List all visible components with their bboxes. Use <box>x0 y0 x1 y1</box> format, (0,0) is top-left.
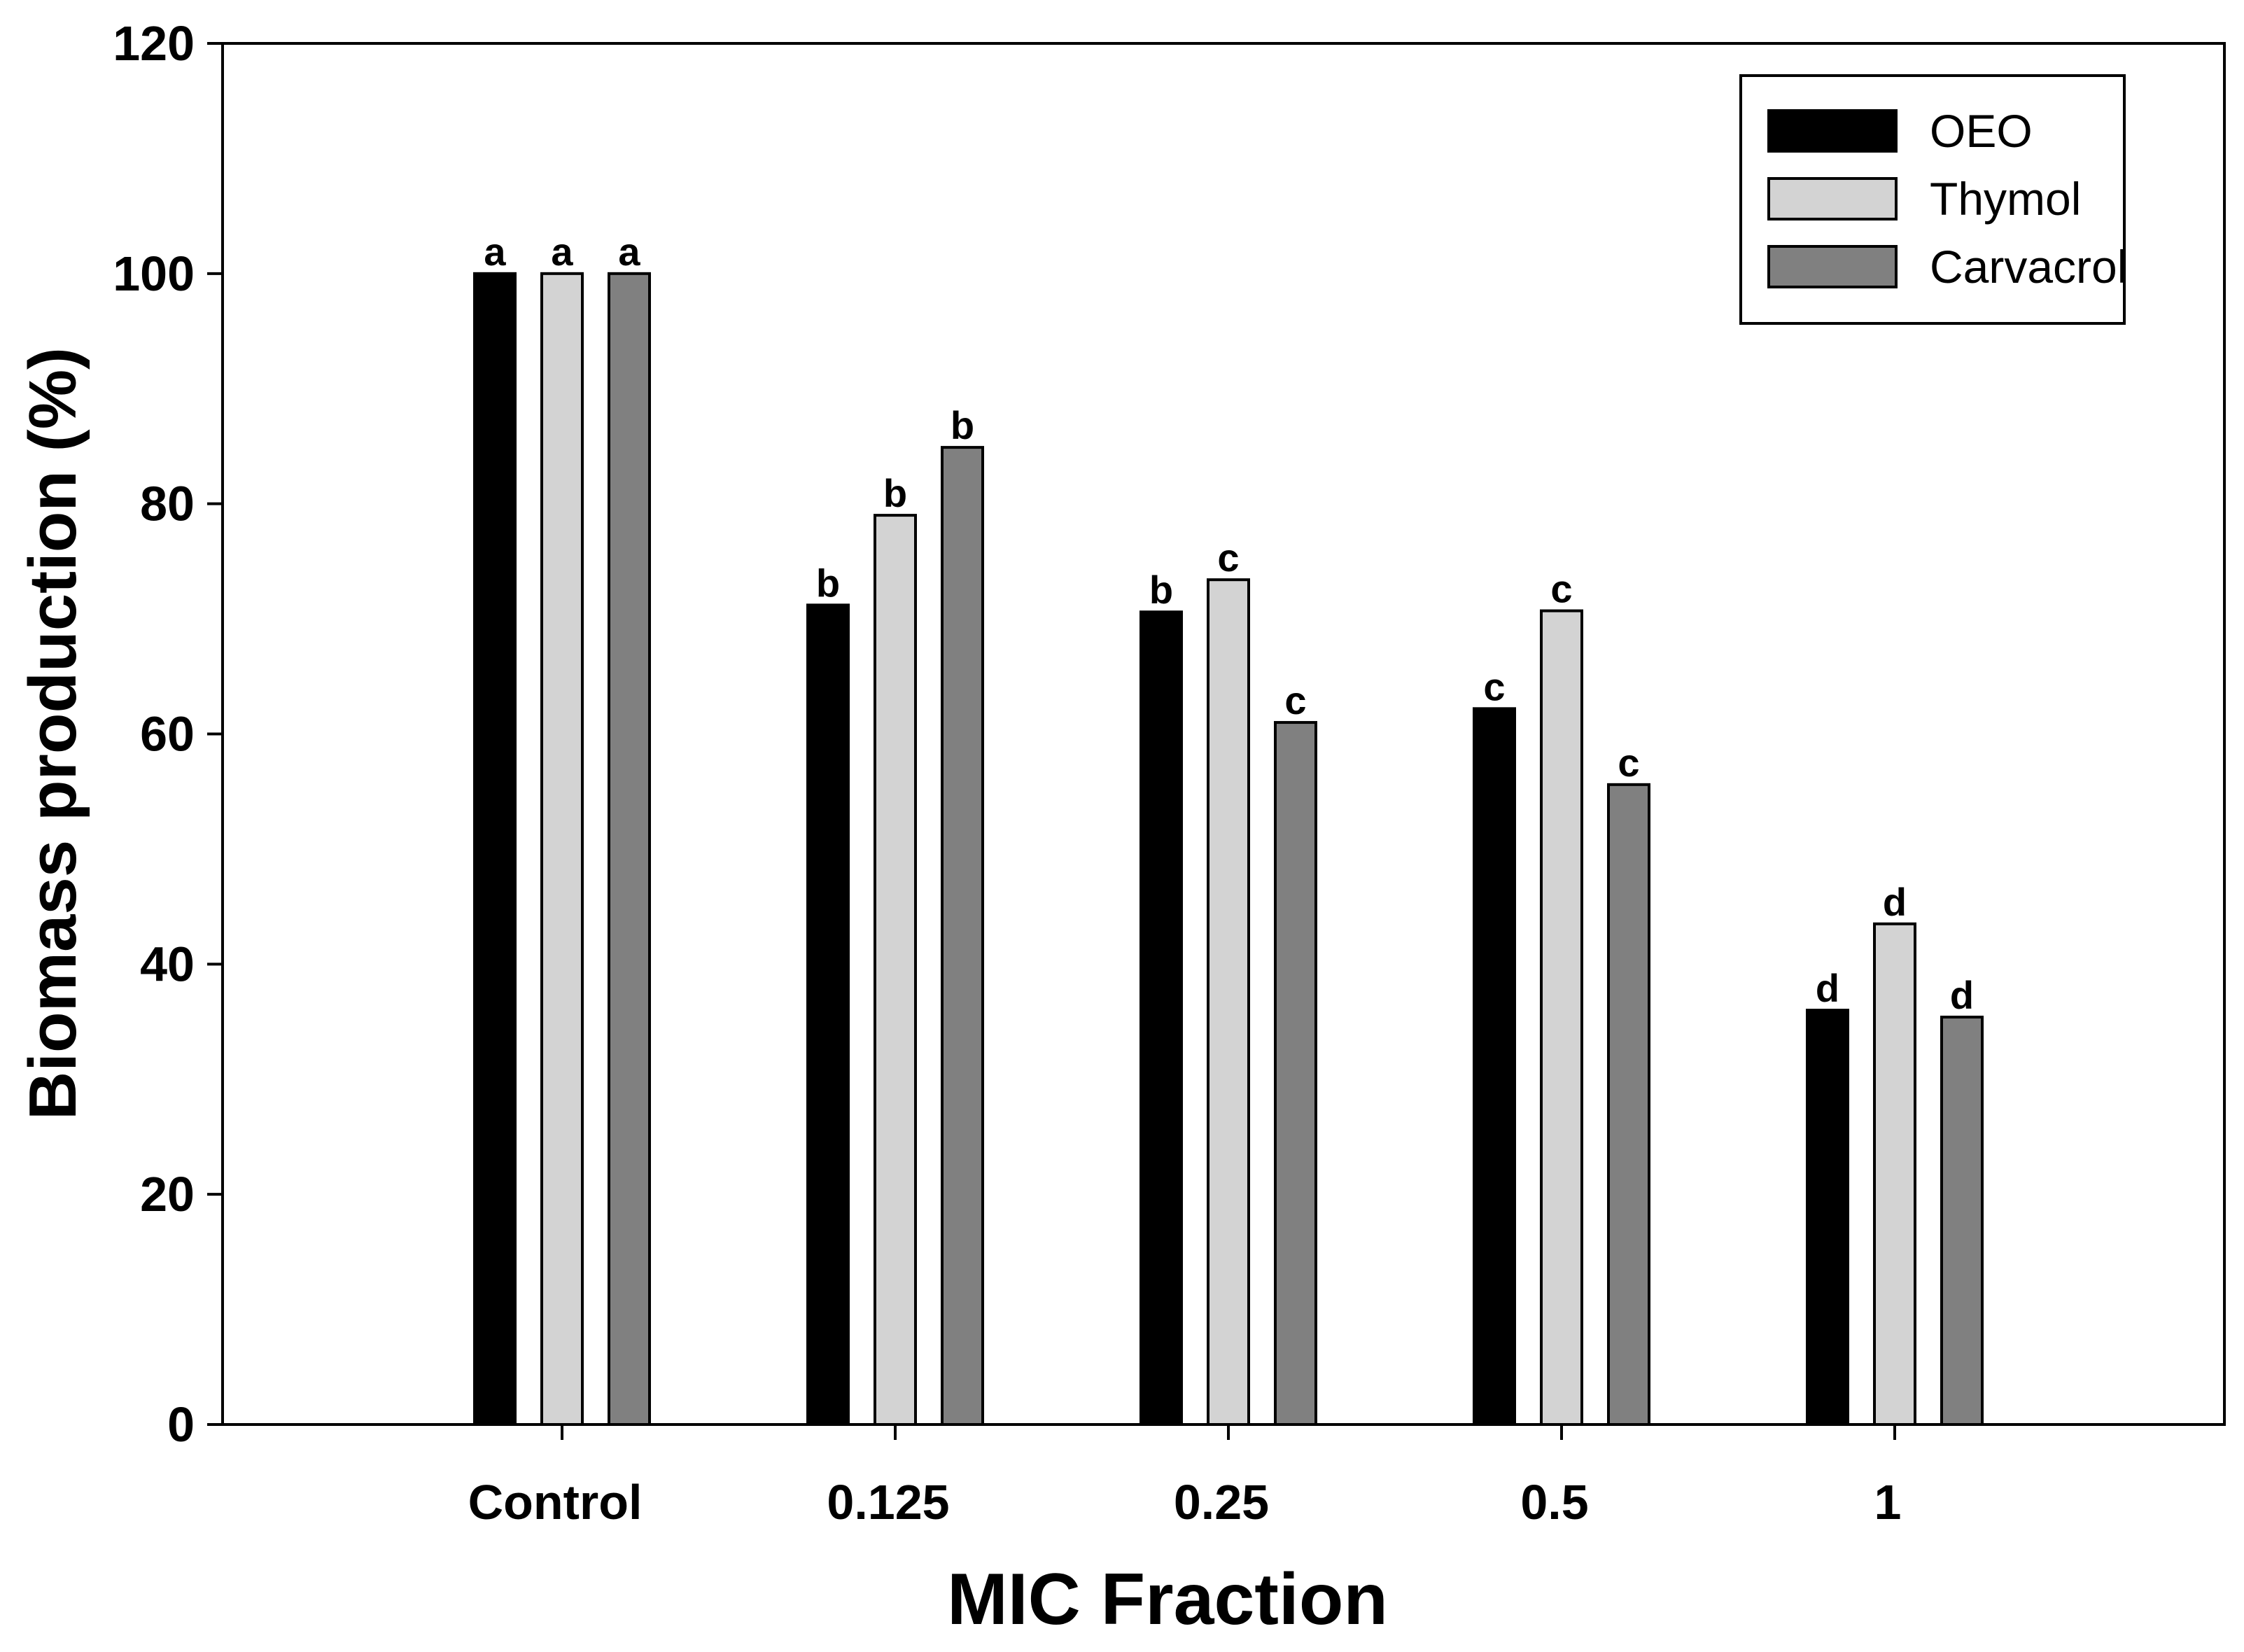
legend: OEO Thymol Carvacrol <box>1739 74 2127 325</box>
x-tick-label: Control <box>468 1475 643 1530</box>
y-axis-title: Biomass production (%) <box>15 347 90 1120</box>
significance-letter: c <box>1550 567 1572 611</box>
bar-groups <box>473 272 1984 1427</box>
bar-thymol-2 <box>1207 578 1250 1426</box>
bar-carvacrol-1 <box>941 446 984 1426</box>
significance-letter: b <box>951 403 974 447</box>
y-tick-label: 20 <box>140 1167 195 1222</box>
bar-carvacrol-3 <box>1607 783 1650 1427</box>
bar-oeo-4 <box>1806 1009 1849 1426</box>
bar-thymol-1 <box>874 514 917 1427</box>
y-tick-label: 60 <box>140 707 195 762</box>
significance-letter: b <box>883 471 907 515</box>
legend-swatch-carvacrol <box>1767 245 1898 288</box>
significance-letter: a <box>484 230 506 274</box>
significance-letter: d <box>1883 880 1907 924</box>
bar-thymol-0 <box>540 272 584 1426</box>
significance-letter: b <box>816 561 840 605</box>
x-tick-label: 0.5 <box>1520 1475 1588 1530</box>
y-tick-label: 100 <box>113 246 195 301</box>
significance-letter: c <box>1618 741 1639 785</box>
significance-letter: c <box>1483 664 1505 708</box>
legend-swatch-oeo <box>1767 109 1898 153</box>
x-tick-label: 0.25 <box>1174 1475 1269 1530</box>
x-axis-title: MIC Fraction <box>947 1559 1388 1640</box>
significance-letter: a <box>618 230 640 274</box>
y-tick-label: 0 <box>167 1397 195 1452</box>
significance-letter: a <box>551 230 573 274</box>
bar-oeo-1 <box>806 603 850 1426</box>
bar-carvacrol-0 <box>608 272 651 1426</box>
x-tick-label: 1 <box>1874 1475 1902 1530</box>
significance-letter: c <box>1284 678 1306 722</box>
bar-thymol-3 <box>1540 609 1583 1426</box>
legend-label-thymol: Thymol <box>1930 173 2081 225</box>
significance-letter: d <box>1950 973 1974 1017</box>
y-tick-label: 120 <box>113 16 195 71</box>
y-tick-label: 80 <box>140 477 195 531</box>
significance-letter: b <box>1149 568 1173 612</box>
y-tick-label: 40 <box>140 937 195 991</box>
bar-oeo-3 <box>1473 707 1516 1426</box>
legend-swatch-thymol <box>1767 177 1898 220</box>
x-axis: Control 0.125 0.25 0.5 1 <box>468 1424 1902 1530</box>
bar-oeo-0 <box>473 272 517 1426</box>
significance-letter: c <box>1217 536 1239 580</box>
bar-carvacrol-4 <box>1940 1015 1984 1426</box>
legend-label-oeo: OEO <box>1930 105 2033 157</box>
significance-letter: d <box>1816 966 1839 1010</box>
x-tick-label: 0.125 <box>827 1475 949 1530</box>
bar-oeo-2 <box>1139 610 1183 1426</box>
y-axis: 0 20 40 60 80 100 120 <box>113 16 223 1452</box>
bar-carvacrol-2 <box>1274 721 1317 1426</box>
bar-thymol-4 <box>1873 922 1916 1426</box>
legend-label-carvacrol: Carvacrol <box>1930 241 2127 293</box>
